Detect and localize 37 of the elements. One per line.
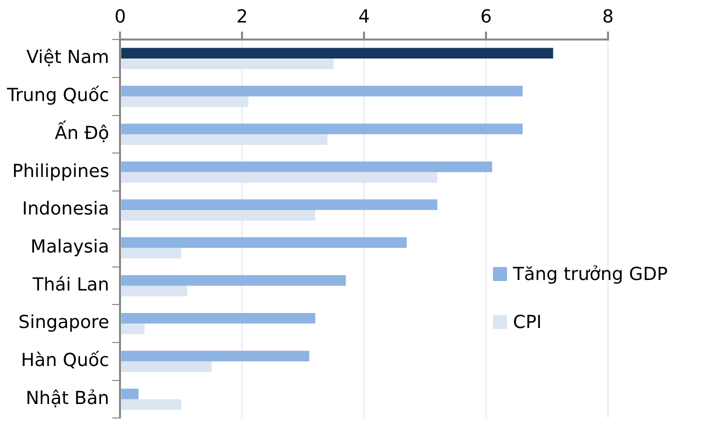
bar: [121, 237, 407, 248]
y-tick-label: Thái Lan: [32, 274, 110, 296]
x-tick-label: 0: [114, 6, 126, 28]
bar: [121, 124, 523, 134]
y-tick-label: Philippines: [12, 160, 110, 182]
bar: [121, 210, 316, 221]
bar: [121, 172, 438, 183]
bar: [121, 399, 182, 410]
bar: [121, 96, 248, 107]
bar: [121, 58, 334, 70]
x-tick-label: 6: [480, 6, 492, 28]
bar: [121, 86, 523, 96]
y-tick-label: Indonesia: [22, 198, 110, 220]
legend-label: CPI: [513, 312, 542, 332]
x-tick-label: 2: [236, 6, 248, 28]
y-tick-label: Nhật Bản: [26, 388, 110, 409]
y-tick-label: Singapore: [18, 312, 110, 334]
bar: [121, 162, 492, 172]
x-tick-label: 4: [358, 6, 370, 28]
bar: [121, 388, 138, 400]
bar: [121, 324, 145, 334]
bar: [121, 361, 212, 372]
bar: [121, 275, 346, 286]
bar: [121, 134, 328, 145]
y-tick-label: Hàn Quốc: [21, 350, 110, 372]
bar: [121, 312, 316, 324]
y-tick-label: Ấn Độ: [54, 120, 110, 144]
bar: [121, 248, 182, 258]
bar: [121, 199, 438, 210]
bar: [121, 286, 188, 296]
bar: [121, 350, 310, 362]
legend-label: Tăng trưởng GDP: [513, 264, 668, 284]
x-tick-label: 8: [602, 6, 614, 28]
y-tick-label: Malaysia: [30, 236, 110, 258]
y-tick-label: Trung Quốc: [6, 85, 110, 106]
bar: [121, 48, 554, 59]
y-tick-label: Việt Nam: [26, 47, 110, 68]
